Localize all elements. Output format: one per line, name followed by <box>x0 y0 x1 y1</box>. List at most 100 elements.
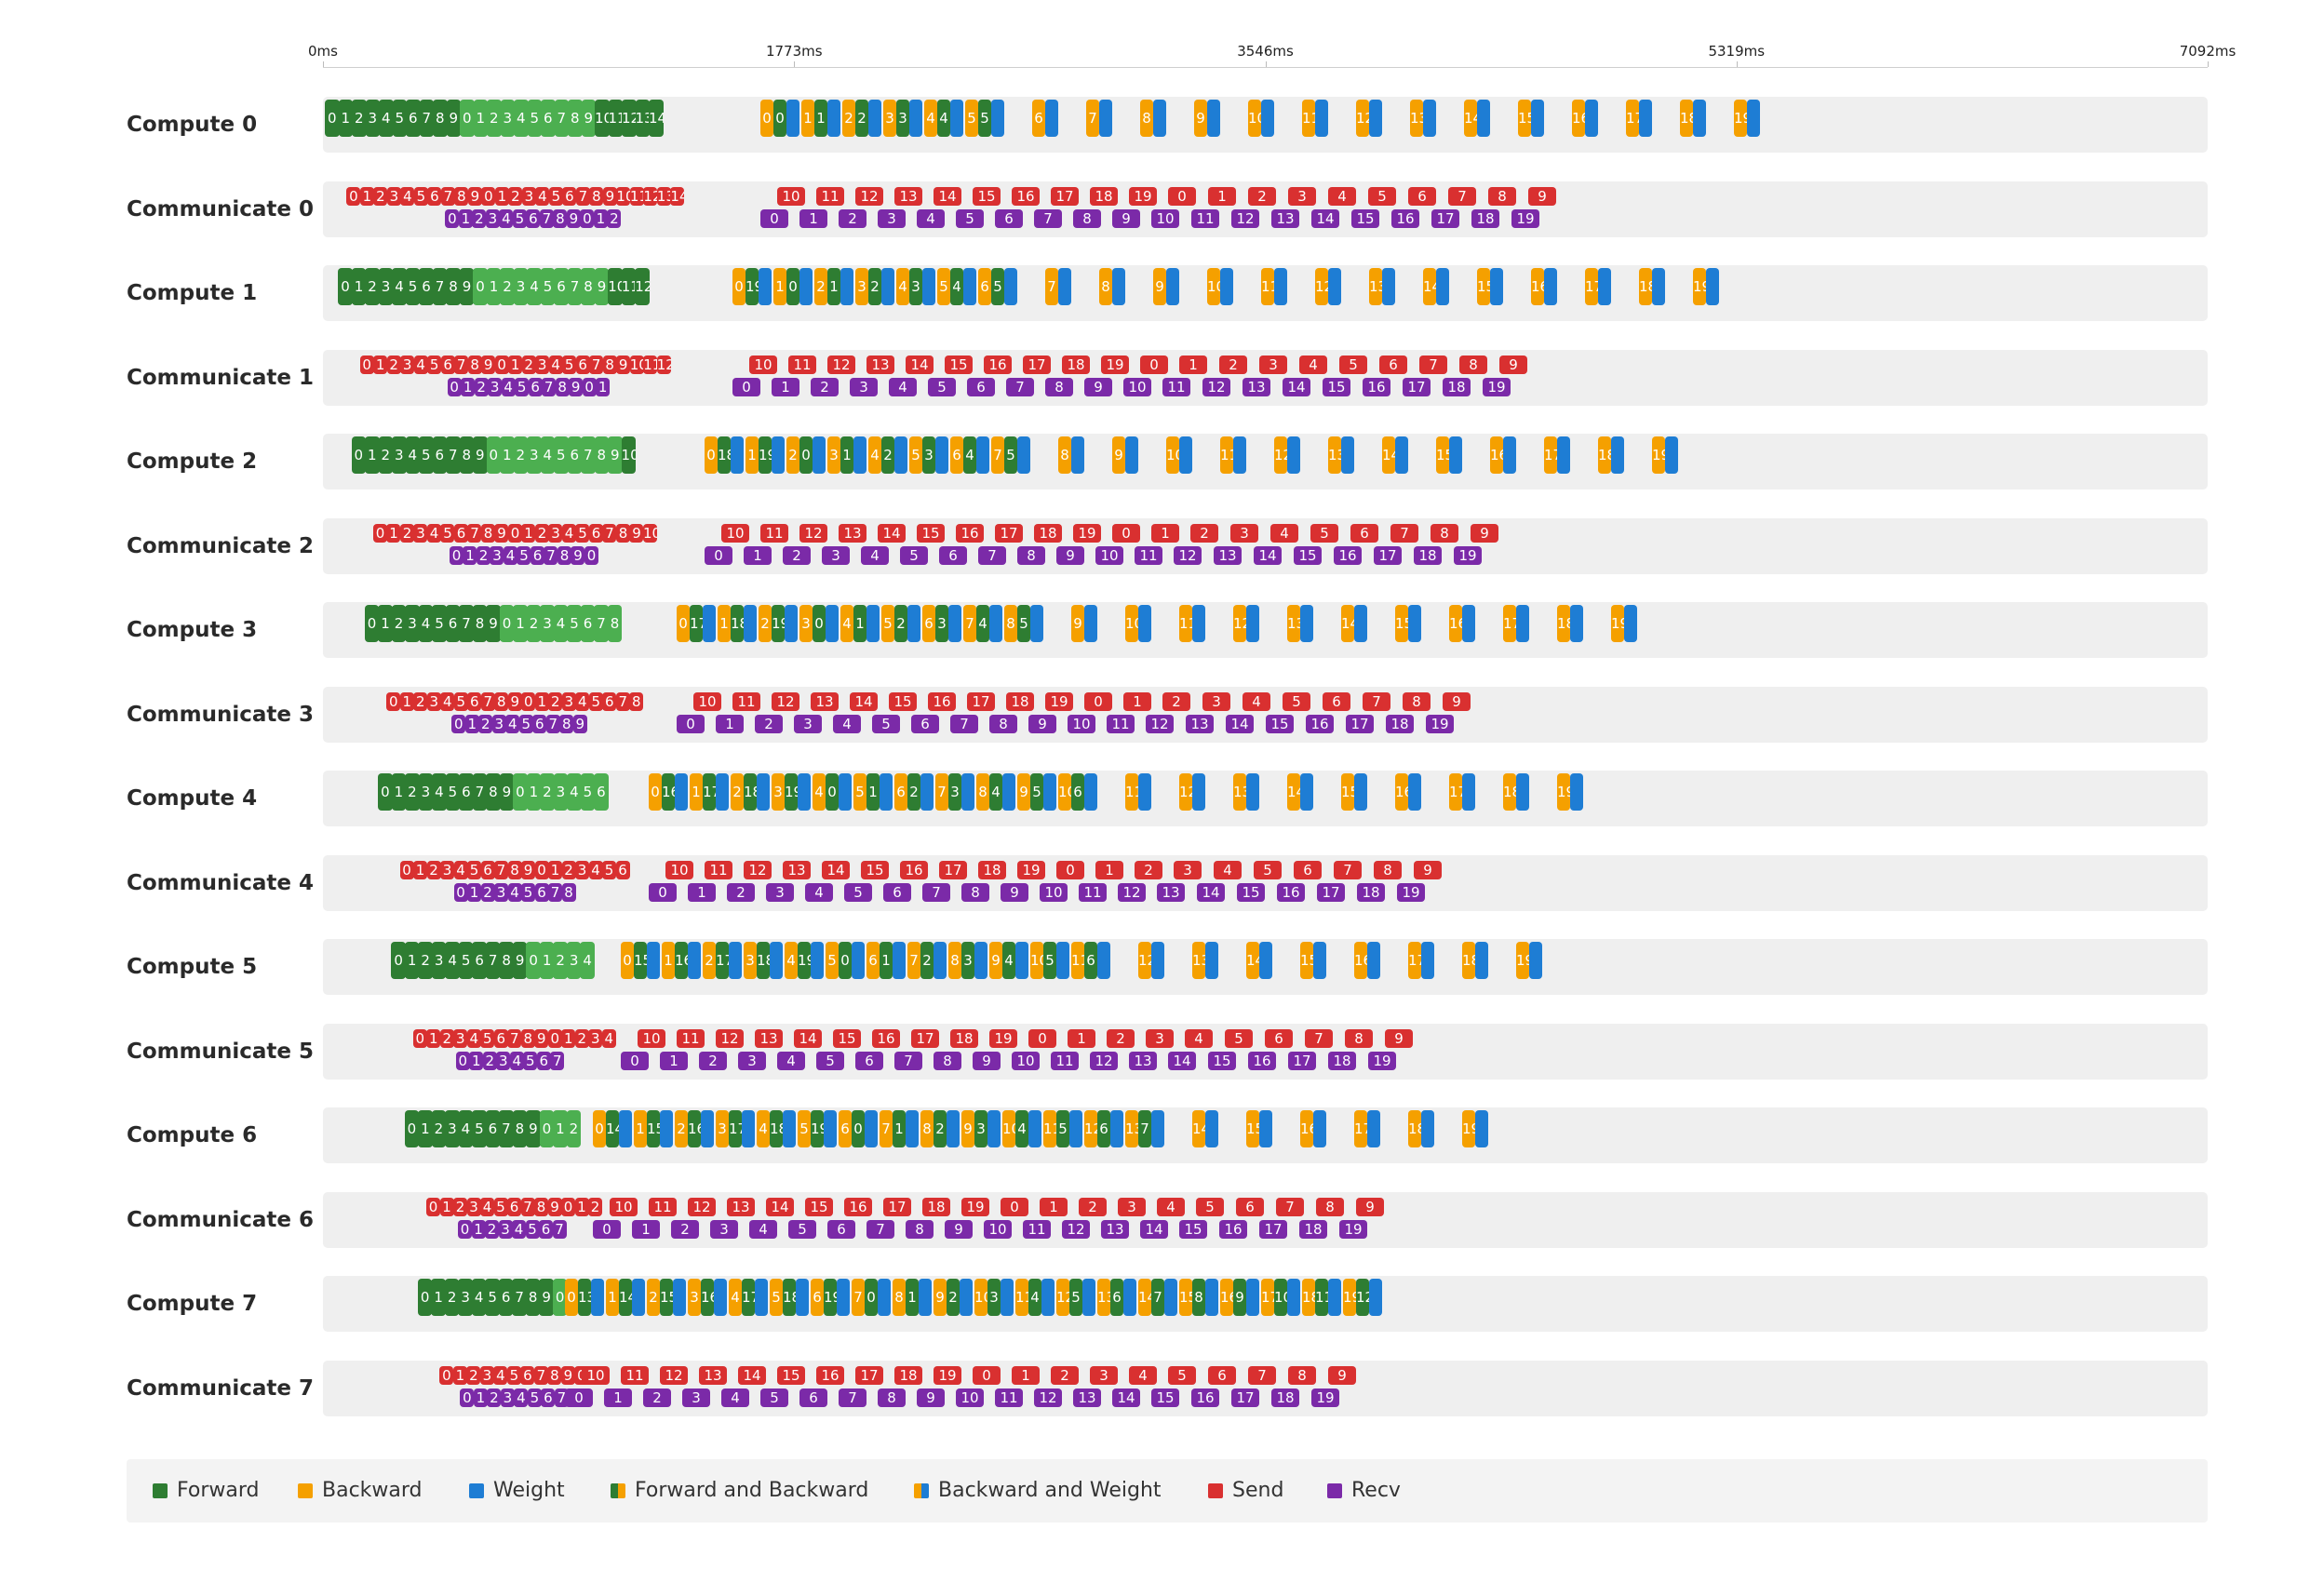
send-block: 8 <box>1345 1028 1373 1048</box>
forward-block: 5 <box>580 773 596 811</box>
backward-block: 9 <box>1017 773 1030 811</box>
forward-block: 16 <box>675 942 688 979</box>
recv-block: 8 <box>1073 208 1101 228</box>
forward-block: 6 <box>1071 773 1084 811</box>
recv-block: 5 <box>816 1051 844 1070</box>
forward-block: 3 <box>458 1279 473 1316</box>
weight-block <box>1030 605 1043 642</box>
send-block: 9 <box>602 186 617 206</box>
send-block: 16 <box>928 691 956 711</box>
weight-block <box>894 436 907 474</box>
recv-block: 16 <box>1363 377 1390 396</box>
forward-block: 7 <box>419 100 434 137</box>
backward-block: 5 <box>937 268 950 305</box>
forward-block: 6 <box>1097 1110 1110 1147</box>
forward-block: 7 <box>472 773 488 811</box>
lane-track: 0123456789001311421531641751861970819210… <box>323 1276 2208 1332</box>
weight-block <box>1369 100 1382 137</box>
forward-block: 1 <box>338 100 353 137</box>
send-block: 7 <box>480 691 495 711</box>
legend-label: Weight <box>493 1479 565 1502</box>
recv-block: 5 <box>512 208 527 228</box>
weight-block <box>798 773 811 811</box>
send-block: 8 <box>602 355 617 374</box>
send-block: 6 <box>1323 691 1350 711</box>
recv-block: 2 <box>485 1219 500 1239</box>
recv-block: 5 <box>844 882 872 902</box>
recv-block: 2 <box>839 208 866 228</box>
forward-block: 3 <box>513 268 529 305</box>
weight-block <box>1382 268 1395 305</box>
forward-block: 18 <box>744 773 757 811</box>
forward-block: 7 <box>499 1110 514 1147</box>
forward-block: 10 <box>621 436 637 474</box>
forward-block: 4 <box>1002 942 1015 979</box>
forward-block: 3 <box>566 942 582 979</box>
backward-block: 13 <box>1233 773 1246 811</box>
backward-block: 9 <box>961 1110 974 1147</box>
recv-block: 6 <box>967 377 995 396</box>
send-block: 17 <box>1051 186 1079 206</box>
backward-block: 8 <box>1058 436 1071 474</box>
send-block: 7 <box>1305 1028 1333 1048</box>
recv-block: 3 <box>490 545 504 565</box>
forward-block: 12 <box>622 100 637 137</box>
backward-block: 11 <box>1220 436 1233 474</box>
backward-block: 7 <box>935 773 948 811</box>
recv-block: 12 <box>1062 1219 1090 1239</box>
forward-block: 3 <box>974 1110 987 1147</box>
backward-block: 12 <box>1084 1110 1097 1147</box>
recv-block: 2 <box>671 1219 699 1239</box>
weight-block <box>1328 268 1341 305</box>
forward-block: 2 <box>934 1110 947 1147</box>
send-block: 12 <box>716 1028 744 1048</box>
backward-block: 12 <box>1138 942 1151 979</box>
forward-block: 1 <box>391 773 407 811</box>
recv-block: 4 <box>507 882 522 902</box>
recv-block: 1 <box>593 208 608 228</box>
weight-block <box>1261 100 1274 137</box>
weight-block <box>785 605 798 642</box>
send-block: 9 <box>1328 1365 1356 1385</box>
send-block: 5 <box>548 186 563 206</box>
recv-block: 19 <box>1397 882 1425 902</box>
recv-block: 5 <box>956 208 984 228</box>
forward-block: 2 <box>500 268 515 305</box>
recv-block: 7 <box>542 377 557 396</box>
backward-block: 5 <box>826 942 839 979</box>
recv-block: 3 <box>766 882 794 902</box>
recv-block: 4 <box>917 208 945 228</box>
weight-block <box>948 605 961 642</box>
send-block: 16 <box>984 355 1012 374</box>
weight-block <box>1354 605 1367 642</box>
recv-block: 9 <box>1028 714 1056 733</box>
forward-block: 7 <box>581 436 596 474</box>
recv-block: 12 <box>1174 545 1202 565</box>
weight-block <box>1259 942 1272 979</box>
send-block: 14 <box>794 1028 822 1048</box>
weight-block <box>1287 1279 1300 1316</box>
recv-block: 14 <box>1226 714 1254 733</box>
backward-block: 4 <box>868 436 881 474</box>
recv-block: 4 <box>749 1219 777 1239</box>
weight-block <box>757 773 770 811</box>
send-block: 12 <box>656 355 671 374</box>
forward-block: 4 <box>471 1279 487 1316</box>
send-block: 1 <box>1040 1197 1068 1216</box>
send-block: 5 <box>480 1028 495 1048</box>
weight-block <box>772 436 785 474</box>
tick-mark <box>323 61 324 67</box>
forward-block: 7 <box>459 605 474 642</box>
weight-block <box>1071 436 1084 474</box>
send-block: 4 <box>453 860 468 879</box>
lane-label: Communicate 1 <box>127 365 315 390</box>
backward-block: 1 <box>746 436 759 474</box>
backward-block: 5 <box>881 605 894 642</box>
recv-block: 11 <box>1191 208 1219 228</box>
backward-block: 5 <box>909 436 922 474</box>
backward-block: 1 <box>662 942 675 979</box>
send-block: 7 <box>575 186 590 206</box>
recv-block: 12 <box>1090 1051 1118 1070</box>
send-block: 19 <box>1045 691 1073 711</box>
recv-block: 0 <box>449 545 463 565</box>
